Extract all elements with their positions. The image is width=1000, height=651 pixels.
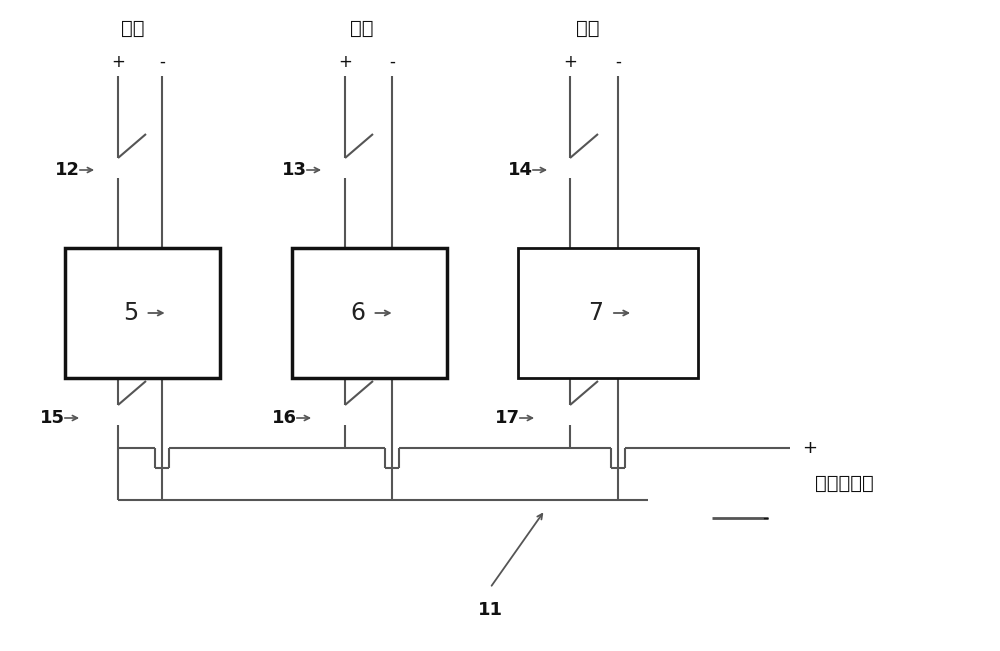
Text: 15: 15: [40, 409, 65, 427]
Bar: [65, 248, 220, 378]
Text: 6: 6: [350, 301, 365, 325]
Text: 17: 17: [495, 409, 520, 427]
Text: +: +: [802, 439, 818, 457]
Text: 14: 14: [508, 161, 533, 179]
Text: 7: 7: [588, 301, 604, 325]
Text: -: -: [159, 53, 165, 71]
Text: -: -: [389, 53, 395, 71]
Text: 快充: 快充: [350, 18, 374, 38]
Text: +: +: [111, 53, 125, 71]
Text: 慢充、电机: 慢充、电机: [815, 473, 874, 493]
Bar: [292, 248, 447, 378]
Text: +: +: [563, 53, 577, 71]
Text: 16: 16: [272, 409, 297, 427]
Text: 5: 5: [123, 301, 138, 325]
Text: 11: 11: [478, 601, 503, 619]
Text: 13: 13: [282, 161, 307, 179]
Text: 快充: 快充: [576, 18, 600, 38]
Text: 快充: 快充: [121, 18, 145, 38]
Text: 12: 12: [55, 161, 80, 179]
Text: -: -: [762, 509, 768, 527]
Text: +: +: [338, 53, 352, 71]
Text: -: -: [615, 53, 621, 71]
Bar: [518, 248, 698, 378]
